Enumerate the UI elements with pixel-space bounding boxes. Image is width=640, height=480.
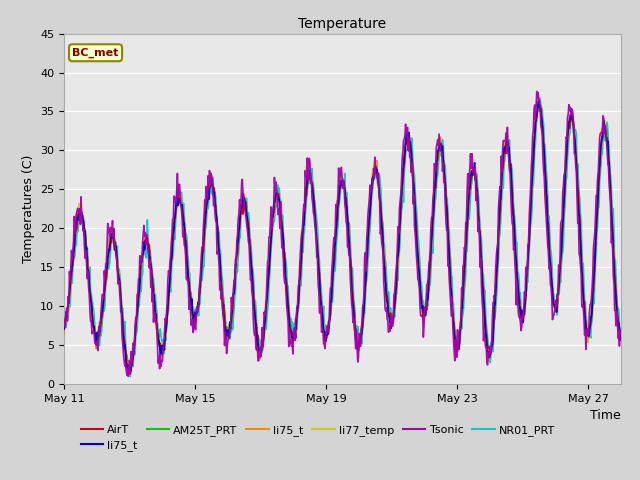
Text: Time: Time [590,408,621,421]
Text: BC_met: BC_met [72,48,119,58]
Y-axis label: Temperatures (C): Temperatures (C) [22,155,35,263]
Legend: AirT, li75_t, AM25T_PRT, li75_t, li77_temp, Tsonic, NR01_PRT: AirT, li75_t, AM25T_PRT, li75_t, li77_te… [81,425,556,451]
Title: Temperature: Temperature [298,17,387,31]
